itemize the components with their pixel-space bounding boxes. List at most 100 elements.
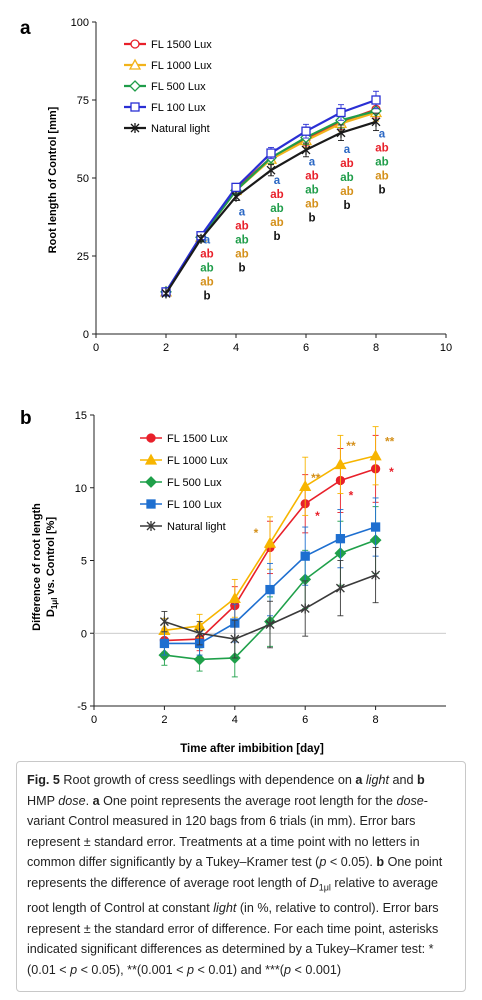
caption-italic: D <box>309 875 319 890</box>
caption-text: < 0.001) <box>291 962 342 977</box>
significance-letter: b <box>238 262 245 274</box>
data-point <box>301 144 311 155</box>
significance-letter: a <box>344 144 351 156</box>
data-point <box>231 182 241 193</box>
significance-letter: b <box>273 231 280 243</box>
data-point <box>371 116 381 127</box>
data-point <box>334 458 347 470</box>
data-point <box>195 628 205 639</box>
significance-asterisk: * <box>315 509 320 523</box>
data-point <box>369 449 382 461</box>
significance-letter: ab <box>200 277 213 289</box>
data-point <box>228 591 241 603</box>
caption-italic: dose <box>58 793 86 808</box>
data-point <box>301 126 311 136</box>
x-tick-label: 4 <box>232 714 238 726</box>
legend: FL 1500 Lux FL 1000 Lux FL 500 Lux FL 100 L… <box>140 433 228 533</box>
x-tick-label: 6 <box>302 714 308 726</box>
x-tick-label: 0 <box>91 714 97 726</box>
data-point <box>335 534 346 544</box>
data-point <box>336 127 346 138</box>
significance-letter: ab <box>200 263 213 275</box>
panel-b-chart: -5 0 5 10 15 0 2 4 6 8 FL 1500 Lux FL 1000 Lux FL 50… <box>75 410 446 726</box>
caption-text: < 0.05). <box>326 855 377 870</box>
legend-marker <box>128 58 142 70</box>
data-point <box>161 288 171 299</box>
caption-italic: light <box>365 773 389 787</box>
data-point <box>265 584 275 595</box>
significance-letter: ab <box>375 156 388 168</box>
legend-label: FL 100 Lux <box>167 499 222 511</box>
significance-letter: ab <box>270 217 283 229</box>
caption-text: . <box>85 793 93 808</box>
data-point <box>300 551 310 561</box>
y-tick-label: 50 <box>77 173 89 185</box>
data-point <box>230 634 240 645</box>
legend-label: FL 1500 Lux <box>167 433 228 445</box>
significance-letter: ab <box>340 186 353 198</box>
significance-asterisk: ** <box>311 471 321 485</box>
y-axis-title-b-line1: Difference of root length <box>31 503 43 631</box>
significance-asterisk: * <box>349 488 354 502</box>
x-tick-label: 8 <box>373 714 379 726</box>
caption-italic: light <box>213 901 237 916</box>
significance-asterisk: ** <box>385 435 395 449</box>
significance-letter: a <box>379 128 386 140</box>
significance-letter: ab <box>235 248 248 260</box>
caption-bold: a <box>355 773 363 787</box>
significance-letter: a <box>204 235 211 247</box>
data-point <box>159 638 170 649</box>
significance-asterisk: * <box>389 465 394 479</box>
data-point <box>231 191 241 202</box>
significance-letter: ab <box>375 170 388 182</box>
y-tick-label: -5 <box>77 701 87 713</box>
significance-letter: ab <box>305 185 318 197</box>
x-axis-title: Time after imbibition [day] <box>180 743 324 755</box>
data-point <box>336 107 346 118</box>
legend-marker <box>130 39 140 49</box>
panel-a-label: a <box>20 18 31 39</box>
data-point <box>193 653 206 666</box>
significance-letter: b <box>203 291 210 303</box>
y-axis-title-b-sub: 1μl <box>50 598 59 610</box>
significance-asterisk: * <box>254 526 259 540</box>
y-tick-label: 75 <box>77 95 89 107</box>
data-point <box>266 165 276 176</box>
caption-italic: p <box>70 962 78 977</box>
data-point <box>196 233 206 244</box>
data-point <box>370 522 381 532</box>
significance-letter: ab <box>270 189 283 201</box>
y-tick-label: 10 <box>75 483 87 495</box>
significance-letter: ab <box>375 142 388 154</box>
caption-text: and <box>388 773 417 787</box>
legend-label: FL 1500 Lux <box>151 39 212 51</box>
y-tick-label: 0 <box>81 628 87 640</box>
data-point <box>300 603 310 614</box>
y-tick-label: 5 <box>81 556 87 568</box>
caption-text: Root growth of cress seedlings with depe… <box>59 773 356 787</box>
data-point <box>335 583 345 594</box>
caption-italic: p <box>187 962 195 977</box>
legend-marker <box>130 102 140 112</box>
figure-caption: Fig. 5 Root growth of cress seedlings wi… <box>16 761 466 992</box>
data-point <box>159 616 169 627</box>
caption-text: (in %, relative to control). Error bars … <box>27 901 439 977</box>
significance-letter: b <box>343 200 350 212</box>
data-point <box>263 536 277 548</box>
legend-label: Natural light <box>151 123 210 135</box>
y-axis-title-a: Root length of Control [mm] <box>47 106 59 253</box>
data-point <box>265 619 275 630</box>
legend-label: FL 500 Lux <box>151 81 206 93</box>
y-axis-title-b-rest: vs. Control [%] <box>45 517 57 598</box>
caption-bold: a <box>92 793 100 808</box>
significance-letter: ab <box>235 220 248 232</box>
data-point <box>371 570 381 581</box>
legend-label: FL 500 Lux <box>167 477 222 489</box>
legend-marker <box>146 499 156 509</box>
x-tick-label: 4 <box>233 342 239 354</box>
significance-letter: a <box>274 175 281 187</box>
y-tick-label: 0 <box>83 329 89 341</box>
caption-bold: b <box>376 855 385 870</box>
legend-marker <box>146 521 156 531</box>
caption-text: One point represents the average root le… <box>99 793 397 808</box>
